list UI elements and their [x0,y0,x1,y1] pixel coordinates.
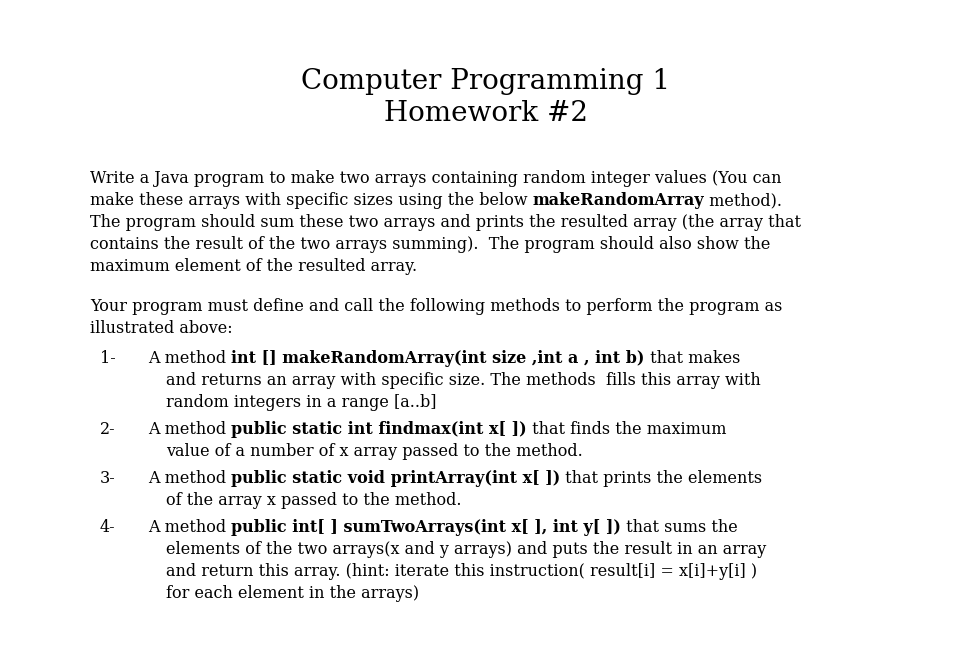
Text: A method: A method [148,519,231,536]
Text: that prints the elements: that prints the elements [561,470,763,487]
Text: 1-: 1- [100,350,116,367]
Text: 4-: 4- [100,519,116,536]
Text: and returns an array with specific size. The methods  fills this array with: and returns an array with specific size.… [166,372,761,389]
Text: random integers in a range [a..b]: random integers in a range [a..b] [166,394,436,411]
Text: A method: A method [148,350,231,367]
Text: illustrated above:: illustrated above: [90,320,232,337]
Text: 2-: 2- [100,421,116,438]
Text: and return this array. (hint: iterate this instruction( result[i] = x[i]+y[i] ): and return this array. (hint: iterate th… [166,563,757,580]
Text: elements of the two arrays(x and y arrays) and puts the result in an array: elements of the two arrays(x and y array… [166,541,766,558]
Text: Computer Programming 1: Computer Programming 1 [301,68,671,95]
Text: value of a number of x array passed to the method.: value of a number of x array passed to t… [166,443,583,460]
Text: contains the result of the two arrays summing).  The program should also show th: contains the result of the two arrays su… [90,236,771,253]
Text: A method: A method [148,421,231,438]
Text: that finds the maximum: that finds the maximum [527,421,726,438]
Text: A method: A method [148,470,231,487]
Text: Write a Java program to make two arrays containing random integer values (You ca: Write a Java program to make two arrays … [90,170,781,187]
Text: maximum element of the resulted array.: maximum element of the resulted array. [90,258,417,275]
Text: The program should sum these two arrays and prints the resulted array (the array: The program should sum these two arrays … [90,214,801,231]
Text: of the array x passed to the method.: of the array x passed to the method. [166,492,462,509]
Text: that sums the: that sums the [621,519,738,536]
Text: that makes: that makes [644,350,740,367]
Text: public int[ ] sumTwoArrays(int x[ ], int y[ ]): public int[ ] sumTwoArrays(int x[ ], int… [231,519,621,536]
Text: makeRandomArray: makeRandomArray [533,192,705,209]
Text: for each element in the arrays): for each element in the arrays) [166,585,419,602]
Text: public static void printArray(int x[ ]): public static void printArray(int x[ ]) [231,470,561,487]
Text: make these arrays with specific sizes using the below: make these arrays with specific sizes us… [90,192,533,209]
Text: public static int findmax(int x[ ]): public static int findmax(int x[ ]) [231,421,527,438]
Text: method).: method). [705,192,782,209]
Text: int [] makeRandomArray(int size ,int a , int b): int [] makeRandomArray(int size ,int a ,… [231,350,644,367]
Text: Homework #2: Homework #2 [384,100,588,127]
Text: Your program must define and call the following methods to perform the program a: Your program must define and call the fo… [90,298,782,315]
Text: 3-: 3- [100,470,116,487]
